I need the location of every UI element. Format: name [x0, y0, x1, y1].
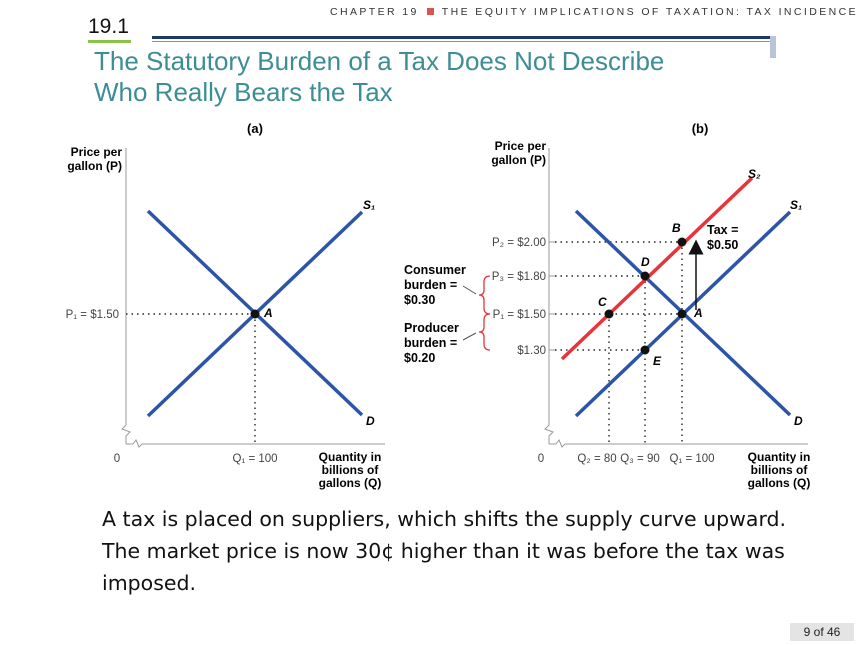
producer-burden-label-1: Producer [404, 321, 459, 335]
panel-b: (b) Price per gallon (P) [404, 121, 810, 490]
panel-b-tax-label-1: Tax = [707, 223, 738, 237]
header-rule-end [770, 36, 776, 58]
panel-a-price-tick: P₁ = $1.50 [66, 309, 119, 321]
section-underline [88, 40, 131, 43]
title-line-2: Who Really Bears the Tax [94, 77, 393, 107]
panel-b-x-axis-break [555, 439, 566, 448]
title-line-1: The Statutory Burden of a Tax Does Not D… [94, 46, 665, 76]
panel-b-supply-curve-s2 [560, 176, 754, 361]
panel-a-y-axis-label-2: gallon (P) [67, 159, 122, 173]
panel-b-y-axis-break [544, 424, 554, 444]
consumer-burden-label-2: burden = [404, 278, 457, 292]
header-square-icon [426, 8, 434, 16]
panel-b-point-c [604, 309, 614, 319]
panel-a-x-axis-break [132, 439, 143, 448]
panel-b-price-tick-p1: P₁ = $1.50 [493, 309, 546, 321]
panel-b-point-a-label: A [693, 306, 703, 320]
panel-b-point-b-label: B [672, 221, 681, 235]
panel-a-point-a-label: A [263, 306, 273, 320]
tax-incidence-diagram: (a) Price per gallon (P) A S₁ D P₁ = $1.… [66, 121, 811, 490]
panel-b-y-axis-label-1: Price per [495, 139, 547, 153]
panel-b-s2-label: S₂ [748, 167, 761, 181]
panel-b-price-tick-p3: P₃ = $1.80 [492, 271, 546, 283]
panel-b-y-axis-label-2: gallon (P) [491, 153, 546, 167]
panel-b-point-c-label: C [598, 295, 607, 309]
panel-b-label: (b) [692, 121, 709, 136]
panel-b-point-d-label: D [641, 255, 650, 269]
caption-text: A tax is placed on suppliers, which shif… [102, 507, 787, 595]
panel-a-x-axis-label-3: gallons (Q) [319, 476, 382, 490]
panel-b-x-axis-label-1: Quantity in [748, 450, 811, 464]
panel-b-tax-label-2: $0.50 [707, 238, 738, 252]
panel-b-x-axis-label-2: billions of [751, 463, 809, 477]
consumer-burden-pointer [462, 285, 477, 295]
header-rule [152, 36, 772, 39]
panel-b-point-a [677, 309, 687, 319]
panel-b-price-tick-p2: P₂ = $2.00 [492, 237, 546, 249]
panel-b-s1-label: S₁ [790, 198, 802, 212]
producer-burden-brace [478, 313, 491, 351]
producer-burden-label-3: $0.20 [404, 351, 435, 365]
panel-a-quantity-tick: Q₁ = 100 [232, 453, 277, 465]
consumer-burden-label-3: $0.30 [404, 293, 435, 307]
consumer-burden-brace [478, 275, 491, 315]
chapter-header: CHAPTER 19 THE EQUITY IMPLICATIONS OF TAX… [330, 6, 856, 18]
chapter-number: CHAPTER 19 [330, 6, 419, 18]
header-rule-thin [152, 41, 772, 42]
panel-b-point-e-label: E [653, 354, 662, 368]
panel-b-point-b [677, 237, 687, 247]
section-number: 19.1 [88, 15, 129, 38]
producer-burden-label-2: burden = [404, 336, 457, 350]
panel-a-origin: 0 [114, 453, 120, 465]
panel-b-x-axis-label-3: gallons (Q) [748, 476, 811, 490]
panel-a: (a) Price per gallon (P) A S₁ D P₁ = $1.… [66, 121, 385, 490]
panel-a-supply-label: S₁ [363, 198, 375, 212]
chapter-title: THE EQUITY IMPLICATIONS OF TAXATION: TAX… [441, 6, 858, 18]
panel-a-x-axis-label-2: billions of [322, 463, 380, 477]
panel-b-quantity-tick-q2: Q₂ = 80 [577, 453, 616, 465]
panel-a-label: (a) [247, 121, 263, 136]
consumer-burden-label-1: Consumer [404, 263, 466, 277]
panel-b-point-d [640, 271, 650, 281]
panel-b-demand-label: D [794, 414, 803, 428]
slide-title: The Statutory Burden of a Tax Does Not D… [94, 46, 794, 108]
panel-b-price-tick-p130: $1.30 [517, 345, 546, 357]
panel-b-point-e [640, 345, 650, 355]
panel-b-quantity-tick-q1: Q₁ = 100 [669, 453, 714, 465]
panel-b-quantity-tick-q3: Q₃ = 90 [620, 453, 660, 465]
panel-a-y-axis-break [121, 424, 131, 444]
producer-burden-pointer [462, 332, 477, 341]
panel-a-demand-label: D [366, 414, 375, 428]
panel-a-y-axis-label-1: Price per [71, 145, 123, 159]
panel-a-equilibrium-point [250, 309, 260, 319]
panel-b-origin: 0 [538, 453, 544, 465]
panel-a-x-axis-label-1: Quantity in [319, 450, 382, 464]
page-indicator: 9 of 46 [790, 623, 854, 641]
